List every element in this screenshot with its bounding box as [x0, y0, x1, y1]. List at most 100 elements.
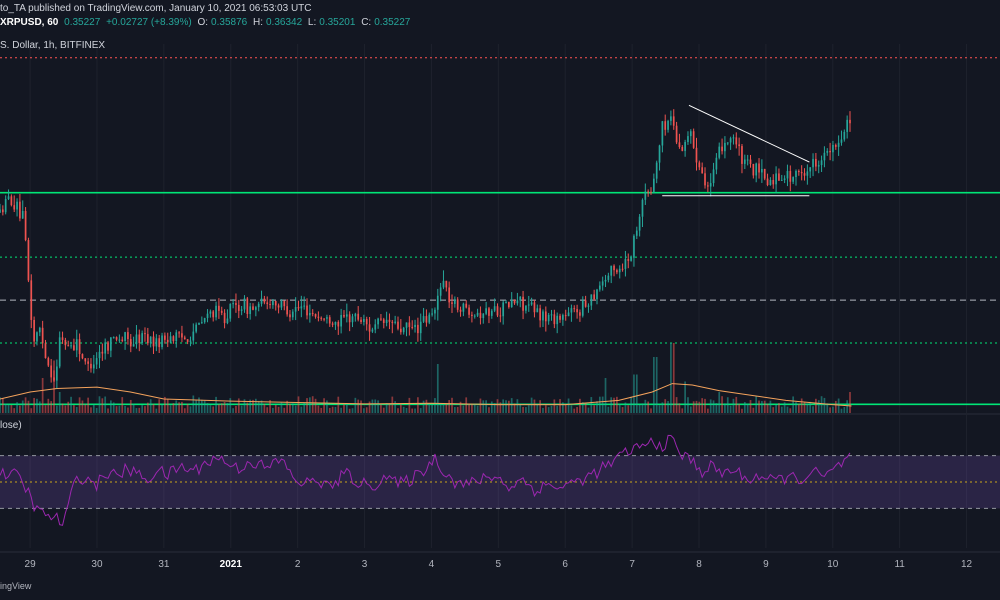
volume-bar: [354, 397, 357, 413]
candle-body: [778, 173, 780, 181]
candle-body: [289, 314, 291, 318]
volume-bar: [414, 408, 416, 413]
candle-body: [158, 338, 161, 348]
candle-body: [758, 163, 760, 173]
volume-bar: [360, 400, 362, 413]
candle-body: [809, 167, 812, 172]
volume-bar: [707, 408, 709, 413]
candle-body: [30, 280, 33, 320]
candle-body: [297, 307, 300, 309]
volume-bar: [806, 403, 809, 413]
volume-bar: [448, 400, 451, 413]
candle-body: [630, 257, 632, 261]
candle-body: [527, 304, 530, 306]
volume-bar: [598, 396, 601, 413]
volume-bar: [439, 404, 442, 413]
volume-bar: [553, 399, 556, 413]
candle-body: [10, 196, 13, 206]
volume-bar: [368, 401, 371, 413]
volume-bar: [471, 404, 473, 413]
volume-bar: [482, 400, 485, 413]
volume-bar: [576, 406, 578, 413]
volume-bar: [422, 400, 425, 413]
volume-bar: [306, 398, 308, 413]
candle-body: [817, 165, 820, 167]
candle-body: [425, 316, 428, 323]
volume-bar: [570, 405, 573, 413]
candle-body: [451, 302, 453, 304]
volume-bar: [218, 404, 220, 413]
price-chart[interactable]: 29 30 31 2021 2 3 4 5 6 7 8 9 10 11 12: [0, 34, 1000, 600]
volume-bar: [718, 392, 721, 413]
candle-body: [823, 152, 826, 161]
volume-bar: [832, 406, 834, 413]
volume-bar: [692, 401, 695, 413]
volume-bar: [21, 400, 24, 413]
candle-body: [721, 146, 723, 152]
candle-body: [19, 201, 21, 219]
candle-body: [442, 280, 445, 288]
volume-bar: [203, 400, 206, 413]
candle-body: [792, 177, 794, 182]
volume-bar: [542, 407, 544, 413]
volume-bar: [800, 398, 803, 413]
candle-body: [252, 306, 254, 310]
candle-body: [402, 327, 405, 333]
candle-body: [616, 270, 618, 273]
candle-body: [183, 337, 186, 340]
candle-body: [650, 191, 652, 193]
volume-bar: [382, 407, 385, 413]
volume-bar: [624, 402, 627, 413]
candle-body: [209, 311, 212, 314]
volume-bar: [38, 401, 41, 413]
volume-bar: [164, 396, 166, 413]
volume-bar: [846, 400, 849, 413]
candle-body: [675, 125, 678, 143]
volume-bar: [627, 405, 630, 413]
candle-body: [434, 309, 436, 314]
volume-bar: [658, 405, 661, 413]
candle-body: [644, 191, 647, 200]
candle-body: [812, 158, 814, 168]
volume-bar: [573, 408, 576, 413]
candle-body: [533, 302, 536, 313]
symbol-label[interactable]: XRPUSD, 60: [0, 17, 59, 28]
volume-bar: [314, 398, 317, 413]
candle-body: [272, 301, 274, 306]
candle-body: [780, 179, 783, 181]
volume-bar: [815, 398, 817, 413]
candle-body: [499, 315, 502, 317]
x-tick-label: 3: [362, 559, 368, 570]
volume-bar: [465, 397, 468, 413]
volume-bar: [118, 405, 121, 413]
candle-body: [621, 268, 624, 270]
candle-body: [388, 319, 391, 322]
volume-bar: [519, 404, 522, 413]
candle-body: [607, 275, 610, 280]
candle-body: [385, 319, 388, 324]
candle-body: [87, 361, 89, 364]
candle-body: [704, 173, 706, 186]
volume-bar: [564, 404, 567, 413]
volume-bar: [365, 407, 368, 413]
volume-bar: [286, 400, 288, 413]
volume-bar: [357, 399, 360, 413]
candle-body: [755, 163, 758, 176]
volume-bar: [488, 407, 490, 413]
candle-body: [235, 303, 237, 305]
volume-bar: [323, 398, 325, 413]
volume-bar: [761, 401, 763, 413]
volume-bar: [849, 392, 851, 413]
candle-body: [334, 321, 337, 325]
candle-body: [53, 377, 55, 381]
x-tick-label: 6: [562, 559, 568, 570]
volume-bar: [402, 406, 405, 413]
volume-bar: [10, 404, 13, 413]
candle-body: [161, 335, 163, 348]
volume-bar: [579, 398, 581, 413]
chart-legend: S. Dollar, 1h, BITFINEX: [0, 40, 106, 51]
candle-body: [797, 170, 800, 173]
volume-bar: [479, 398, 482, 413]
candle-body: [670, 116, 672, 121]
candle-body: [638, 216, 641, 231]
